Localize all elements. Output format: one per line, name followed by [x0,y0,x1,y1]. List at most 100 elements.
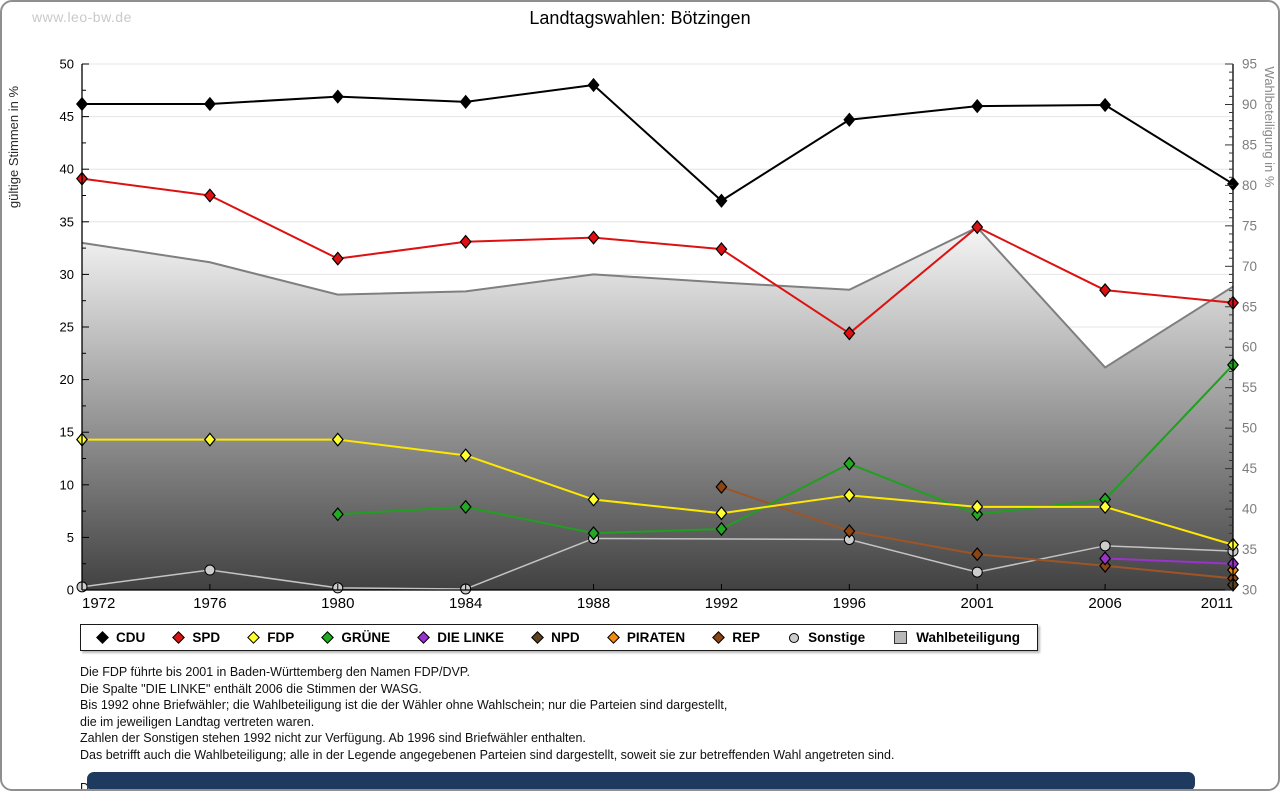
x-tick-label: 1992 [705,595,738,612]
legend-item-piraten: PIRATEN [606,630,685,645]
legend-item-fdp: FDP [247,630,294,645]
right-tick-label: 80 [1242,178,1257,193]
marker-fdp [843,488,856,503]
marker-grüne [843,456,856,471]
marker-die-linke [1099,551,1112,566]
page-title: Landtagswahlen: Bötzingen [529,8,751,28]
footnote-line: Die FDP führte bis 2001 in Baden-Württem… [80,665,471,679]
marker-cdu [1099,97,1112,113]
footnote-line: die im jeweiligen Landtag vertreten ware… [80,714,315,729]
footnote-line: Das betrifft auch die Wahlbeteiligung; a… [80,747,895,762]
left-tick-label: 15 [60,425,74,440]
legend-diamond-icon [606,631,620,644]
bottom-bar [87,772,1195,789]
legend-diamond-icon [417,631,431,644]
legend-item-cdu: CDU [96,630,146,645]
watermark: www.leo-bw.de [32,9,132,25]
legend-item-grüne: GRÜNE [321,630,391,645]
marker-fdp [971,499,984,515]
legend-label: Sonstige [808,630,866,645]
legend-label: NPD [551,630,580,645]
right-tick-label: 75 [1242,218,1257,233]
legend-diamond-icon [172,631,186,644]
right-tick-label: 85 [1242,137,1257,152]
legend-circle-icon [789,632,800,643]
marker-fdp [1099,499,1112,515]
legend-item-npd: NPD [531,630,580,645]
series-line-fdp [82,438,1234,546]
marker-cdu [843,112,856,127]
legend-diamond-icon [712,631,726,644]
legend-item-sonstige: Sonstige [789,630,865,645]
left-tick-label: 40 [60,162,74,177]
legend-label: CDU [116,630,146,645]
left-tick-label: 10 [60,477,74,492]
right-tick-label: 70 [1242,259,1257,274]
right-tick-label: 65 [1242,299,1257,314]
marker-rep [715,479,728,495]
marker-cdu [715,193,728,208]
marker-cdu [459,94,472,110]
turnout-line [81,226,1234,369]
marker-grüne [715,521,728,537]
legend-label: DIE LINKE [437,630,505,645]
marker-rep [971,547,984,562]
series-line-die-linke [1105,557,1234,565]
right-tick-label: 30 [1242,583,1257,598]
legend-label: GRÜNE [341,630,391,645]
series-line-grüne [337,364,1234,535]
right-tick-label: 50 [1242,421,1257,436]
marker-fdp [203,432,216,447]
legend-diamond-icon [96,631,109,644]
right-tick-label: 45 [1242,461,1257,476]
marker-cdu [203,96,216,112]
left-tick-label: 30 [60,267,74,282]
marker-grüne [331,507,344,522]
marker-grüne [971,507,984,522]
footnote-line: Zahlen der Sonstigen stehen 1992 nicht z… [80,731,586,745]
marker-spd [971,219,984,235]
legend-item-rep: REP [712,630,760,645]
marker-spd [331,251,344,266]
right-tick-label: 95 [1242,57,1257,72]
left-axis-title: gültige Stimmen in % [6,86,21,209]
x-tick-label: 2001 [961,595,994,612]
marker-fdp [587,492,600,507]
turnout-area [82,227,1233,591]
legend-diamond-icon [247,631,261,644]
right-tick-label: 55 [1242,380,1257,395]
footnote-line: Die Spalte "DIE LINKE" enthält 2006 die … [80,681,422,696]
series-line-cdu [82,84,1234,202]
marker-fdp [459,448,472,463]
right-tick-label: 60 [1242,340,1257,355]
chart-legend: CDU SPD FDP GRÜNE DIE LINKE NPD PIRATEN REP Sons… [80,624,1038,651]
legend-diamond-icon [531,631,545,644]
x-tick-label: 2006 [1088,595,1121,612]
marker-sonstige [1099,540,1111,552]
marker-spd [587,230,600,245]
marker-cdu [587,77,600,93]
legend-square-icon [894,631,908,644]
right-tick-label: 35 [1242,542,1257,557]
x-tick-label: 1976 [193,595,226,612]
legend-item-wahlbeteiligung: Wahlbeteiligung [894,630,1020,645]
legend-diamond-icon [321,631,335,644]
marker-spd [843,326,856,341]
x-tick-label: 1996 [833,595,866,612]
marker-fdp [715,506,728,521]
x-tick-label: 1984 [449,595,482,612]
marker-sonstige [204,564,216,576]
footnote-line: Bis 1992 ohne Briefwähler; die Wahlbetei… [80,698,728,712]
marker-fdp [331,432,344,447]
right-tick-label: 40 [1242,502,1257,517]
left-tick-label: 35 [60,214,74,229]
x-tick-label: 2011 [1201,595,1233,612]
legend-label: SPD [192,630,221,645]
chart-plot: 0 5 10 15 20 25 30 35 40 45 50 30 35 40 45 50 55 60 65 70 75… [6,57,1277,613]
left-tick-label: 45 [60,109,74,124]
x-tick-label: 1988 [577,595,610,612]
legend-item-die-linke: DIE LINKE [417,630,505,645]
marker-rep [843,523,856,539]
legend-label: REP [732,630,760,645]
